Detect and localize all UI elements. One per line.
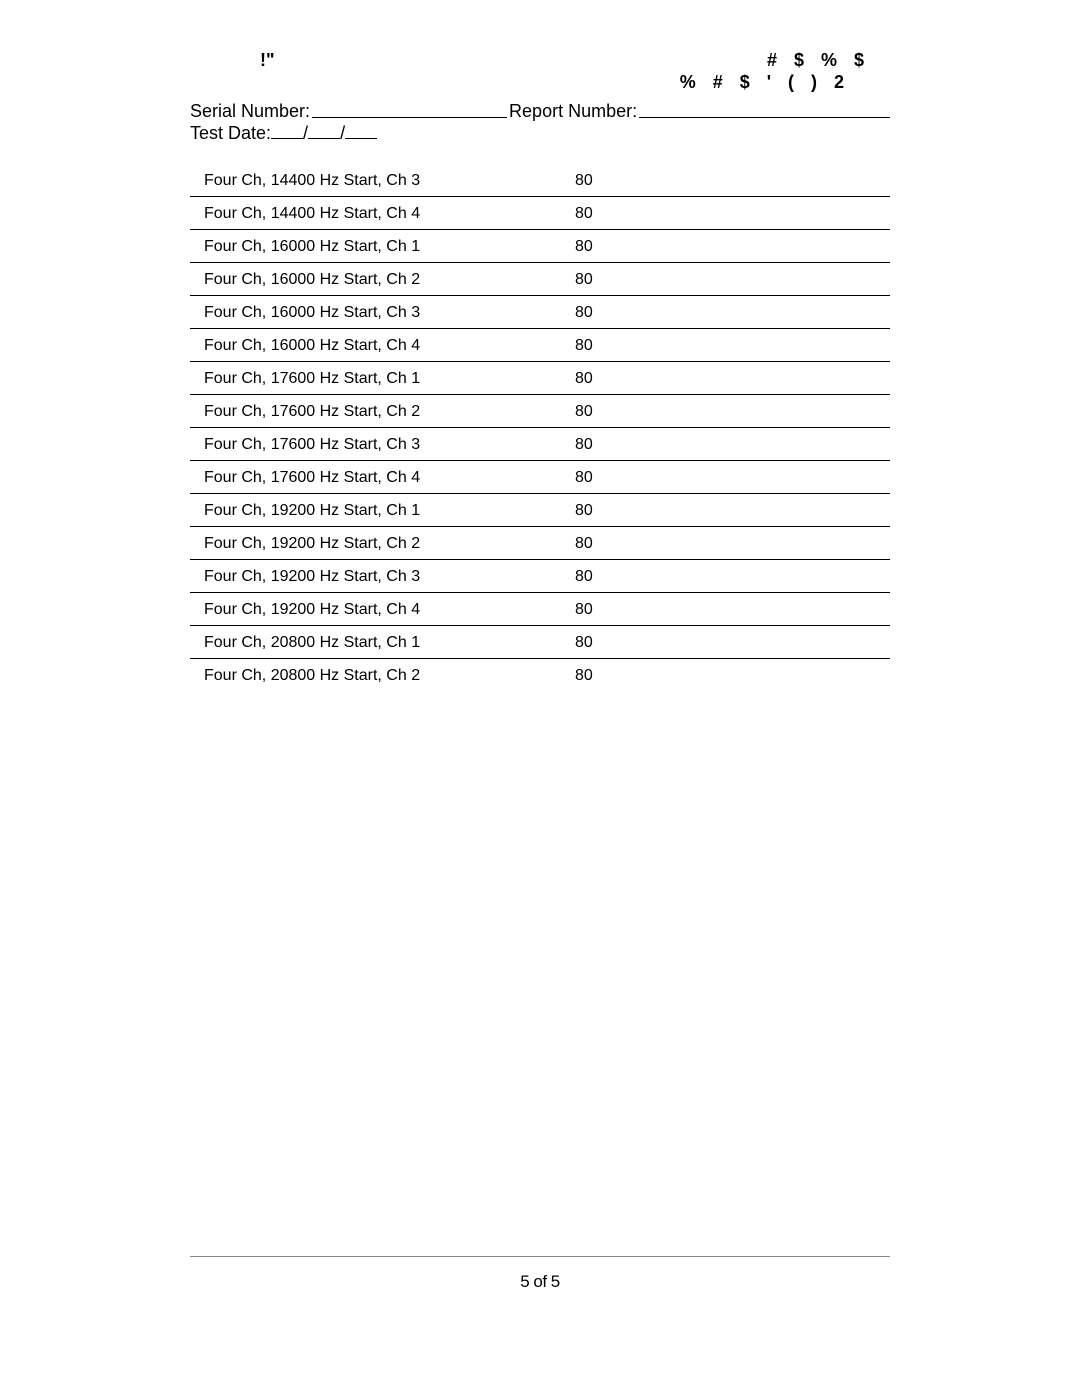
cell-description: Four Ch, 14400 Hz Start, Ch 3 [190, 164, 575, 197]
cell-pad [659, 164, 890, 197]
cell-description: Four Ch, 16000 Hz Start, Ch 4 [190, 329, 575, 362]
cell-value: 80 [575, 230, 659, 263]
table-row: Four Ch, 17600 Hz Start, Ch 180 [190, 362, 890, 395]
report-number-blank[interactable] [639, 100, 890, 118]
cell-description: Four Ch, 20800 Hz Start, Ch 1 [190, 626, 575, 659]
table-row: Four Ch, 17600 Hz Start, Ch 380 [190, 428, 890, 461]
form-fields: Serial Number: Report Number: Test Date:… [190, 100, 890, 144]
test-date-label: Test Date: [190, 123, 271, 143]
header-symbol-right-1: # $ % $ [767, 50, 870, 71]
cell-value: 80 [575, 494, 659, 527]
serial-report-line: Serial Number: Report Number: [190, 100, 890, 122]
cell-pad [659, 626, 890, 659]
cell-value: 80 [575, 197, 659, 230]
cell-value: 80 [575, 461, 659, 494]
table-row: Four Ch, 20800 Hz Start, Ch 280 [190, 659, 890, 692]
header-symbol-right-2: % # $ ' ( ) 2 [680, 72, 850, 93]
cell-value: 80 [575, 659, 659, 692]
cell-description: Four Ch, 17600 Hz Start, Ch 2 [190, 395, 575, 428]
page-number: 5 of 5 [0, 1272, 1080, 1292]
cell-pad [659, 329, 890, 362]
cell-pad [659, 263, 890, 296]
cell-value: 80 [575, 527, 659, 560]
cell-pad [659, 494, 890, 527]
cell-value: 80 [575, 164, 659, 197]
cell-description: Four Ch, 17600 Hz Start, Ch 1 [190, 362, 575, 395]
table-row: Four Ch, 20800 Hz Start, Ch 180 [190, 626, 890, 659]
cell-value: 80 [575, 263, 659, 296]
table-row: Four Ch, 19200 Hz Start, Ch 180 [190, 494, 890, 527]
cell-pad [659, 362, 890, 395]
data-table: Four Ch, 14400 Hz Start, Ch 380Four Ch, … [190, 164, 890, 691]
test-date-line: Test Date:// [190, 122, 890, 144]
serial-number-label: Serial Number: [190, 100, 310, 122]
cell-description: Four Ch, 16000 Hz Start, Ch 2 [190, 263, 575, 296]
cell-pad [659, 593, 890, 626]
cell-description: Four Ch, 14400 Hz Start, Ch 4 [190, 197, 575, 230]
cell-description: Four Ch, 20800 Hz Start, Ch 2 [190, 659, 575, 692]
cell-value: 80 [575, 626, 659, 659]
header-symbols: !" # $ % $ % # $ ' ( ) 2 [190, 50, 890, 100]
cell-pad [659, 230, 890, 263]
table-row: Four Ch, 14400 Hz Start, Ch 480 [190, 197, 890, 230]
cell-pad [659, 428, 890, 461]
cell-value: 80 [575, 329, 659, 362]
cell-description: Four Ch, 16000 Hz Start, Ch 1 [190, 230, 575, 263]
table-row: Four Ch, 16000 Hz Start, Ch 280 [190, 263, 890, 296]
table-row: Four Ch, 17600 Hz Start, Ch 480 [190, 461, 890, 494]
cell-description: Four Ch, 19200 Hz Start, Ch 4 [190, 593, 575, 626]
cell-value: 80 [575, 428, 659, 461]
table-row: Four Ch, 16000 Hz Start, Ch 180 [190, 230, 890, 263]
page: !" # $ % $ % # $ ' ( ) 2 Serial Number: … [0, 0, 1080, 691]
table-row: Four Ch, 14400 Hz Start, Ch 380 [190, 164, 890, 197]
cell-value: 80 [575, 593, 659, 626]
table-row: Four Ch, 16000 Hz Start, Ch 480 [190, 329, 890, 362]
table-row: Four Ch, 17600 Hz Start, Ch 280 [190, 395, 890, 428]
cell-value: 80 [575, 362, 659, 395]
cell-description: Four Ch, 19200 Hz Start, Ch 1 [190, 494, 575, 527]
cell-description: Four Ch, 17600 Hz Start, Ch 4 [190, 461, 575, 494]
table-row: Four Ch, 19200 Hz Start, Ch 280 [190, 527, 890, 560]
cell-description: Four Ch, 19200 Hz Start, Ch 3 [190, 560, 575, 593]
cell-pad [659, 395, 890, 428]
footer-rule [190, 1256, 890, 1257]
cell-pad [659, 296, 890, 329]
cell-value: 80 [575, 395, 659, 428]
date-blank-3[interactable] [345, 123, 377, 139]
cell-value: 80 [575, 296, 659, 329]
serial-number-blank[interactable] [312, 100, 507, 118]
cell-pad [659, 659, 890, 692]
date-blank-1[interactable] [271, 123, 303, 139]
report-number-label: Report Number: [509, 100, 637, 122]
table-row: Four Ch, 16000 Hz Start, Ch 380 [190, 296, 890, 329]
cell-description: Four Ch, 17600 Hz Start, Ch 3 [190, 428, 575, 461]
table-row: Four Ch, 19200 Hz Start, Ch 380 [190, 560, 890, 593]
table-row: Four Ch, 19200 Hz Start, Ch 480 [190, 593, 890, 626]
cell-value: 80 [575, 560, 659, 593]
date-blank-2[interactable] [308, 123, 340, 139]
cell-description: Four Ch, 19200 Hz Start, Ch 2 [190, 527, 575, 560]
cell-pad [659, 197, 890, 230]
header-symbol-left: !" [260, 50, 275, 71]
cell-description: Four Ch, 16000 Hz Start, Ch 3 [190, 296, 575, 329]
cell-pad [659, 527, 890, 560]
cell-pad [659, 461, 890, 494]
cell-pad [659, 560, 890, 593]
